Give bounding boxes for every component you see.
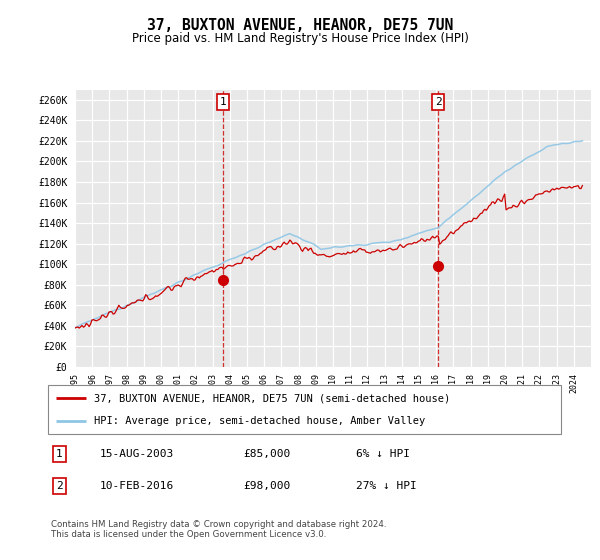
- Text: HPI: Average price, semi-detached house, Amber Valley: HPI: Average price, semi-detached house,…: [94, 416, 425, 426]
- Text: 6% ↓ HPI: 6% ↓ HPI: [356, 449, 410, 459]
- Text: Contains HM Land Registry data © Crown copyright and database right 2024.
This d: Contains HM Land Registry data © Crown c…: [51, 520, 386, 539]
- Text: 2: 2: [435, 97, 442, 107]
- Text: 2: 2: [56, 481, 62, 491]
- FancyBboxPatch shape: [48, 385, 561, 434]
- Text: 15-AUG-2003: 15-AUG-2003: [100, 449, 173, 459]
- Text: £98,000: £98,000: [243, 481, 290, 491]
- Text: 27% ↓ HPI: 27% ↓ HPI: [356, 481, 416, 491]
- Text: 1: 1: [56, 449, 62, 459]
- Text: 10-FEB-2016: 10-FEB-2016: [100, 481, 173, 491]
- Text: £85,000: £85,000: [243, 449, 290, 459]
- Text: 37, BUXTON AVENUE, HEANOR, DE75 7UN (semi-detached house): 37, BUXTON AVENUE, HEANOR, DE75 7UN (sem…: [94, 393, 451, 403]
- Text: 37, BUXTON AVENUE, HEANOR, DE75 7UN: 37, BUXTON AVENUE, HEANOR, DE75 7UN: [147, 18, 453, 33]
- Text: 1: 1: [220, 97, 227, 107]
- Text: Price paid vs. HM Land Registry's House Price Index (HPI): Price paid vs. HM Land Registry's House …: [131, 32, 469, 45]
